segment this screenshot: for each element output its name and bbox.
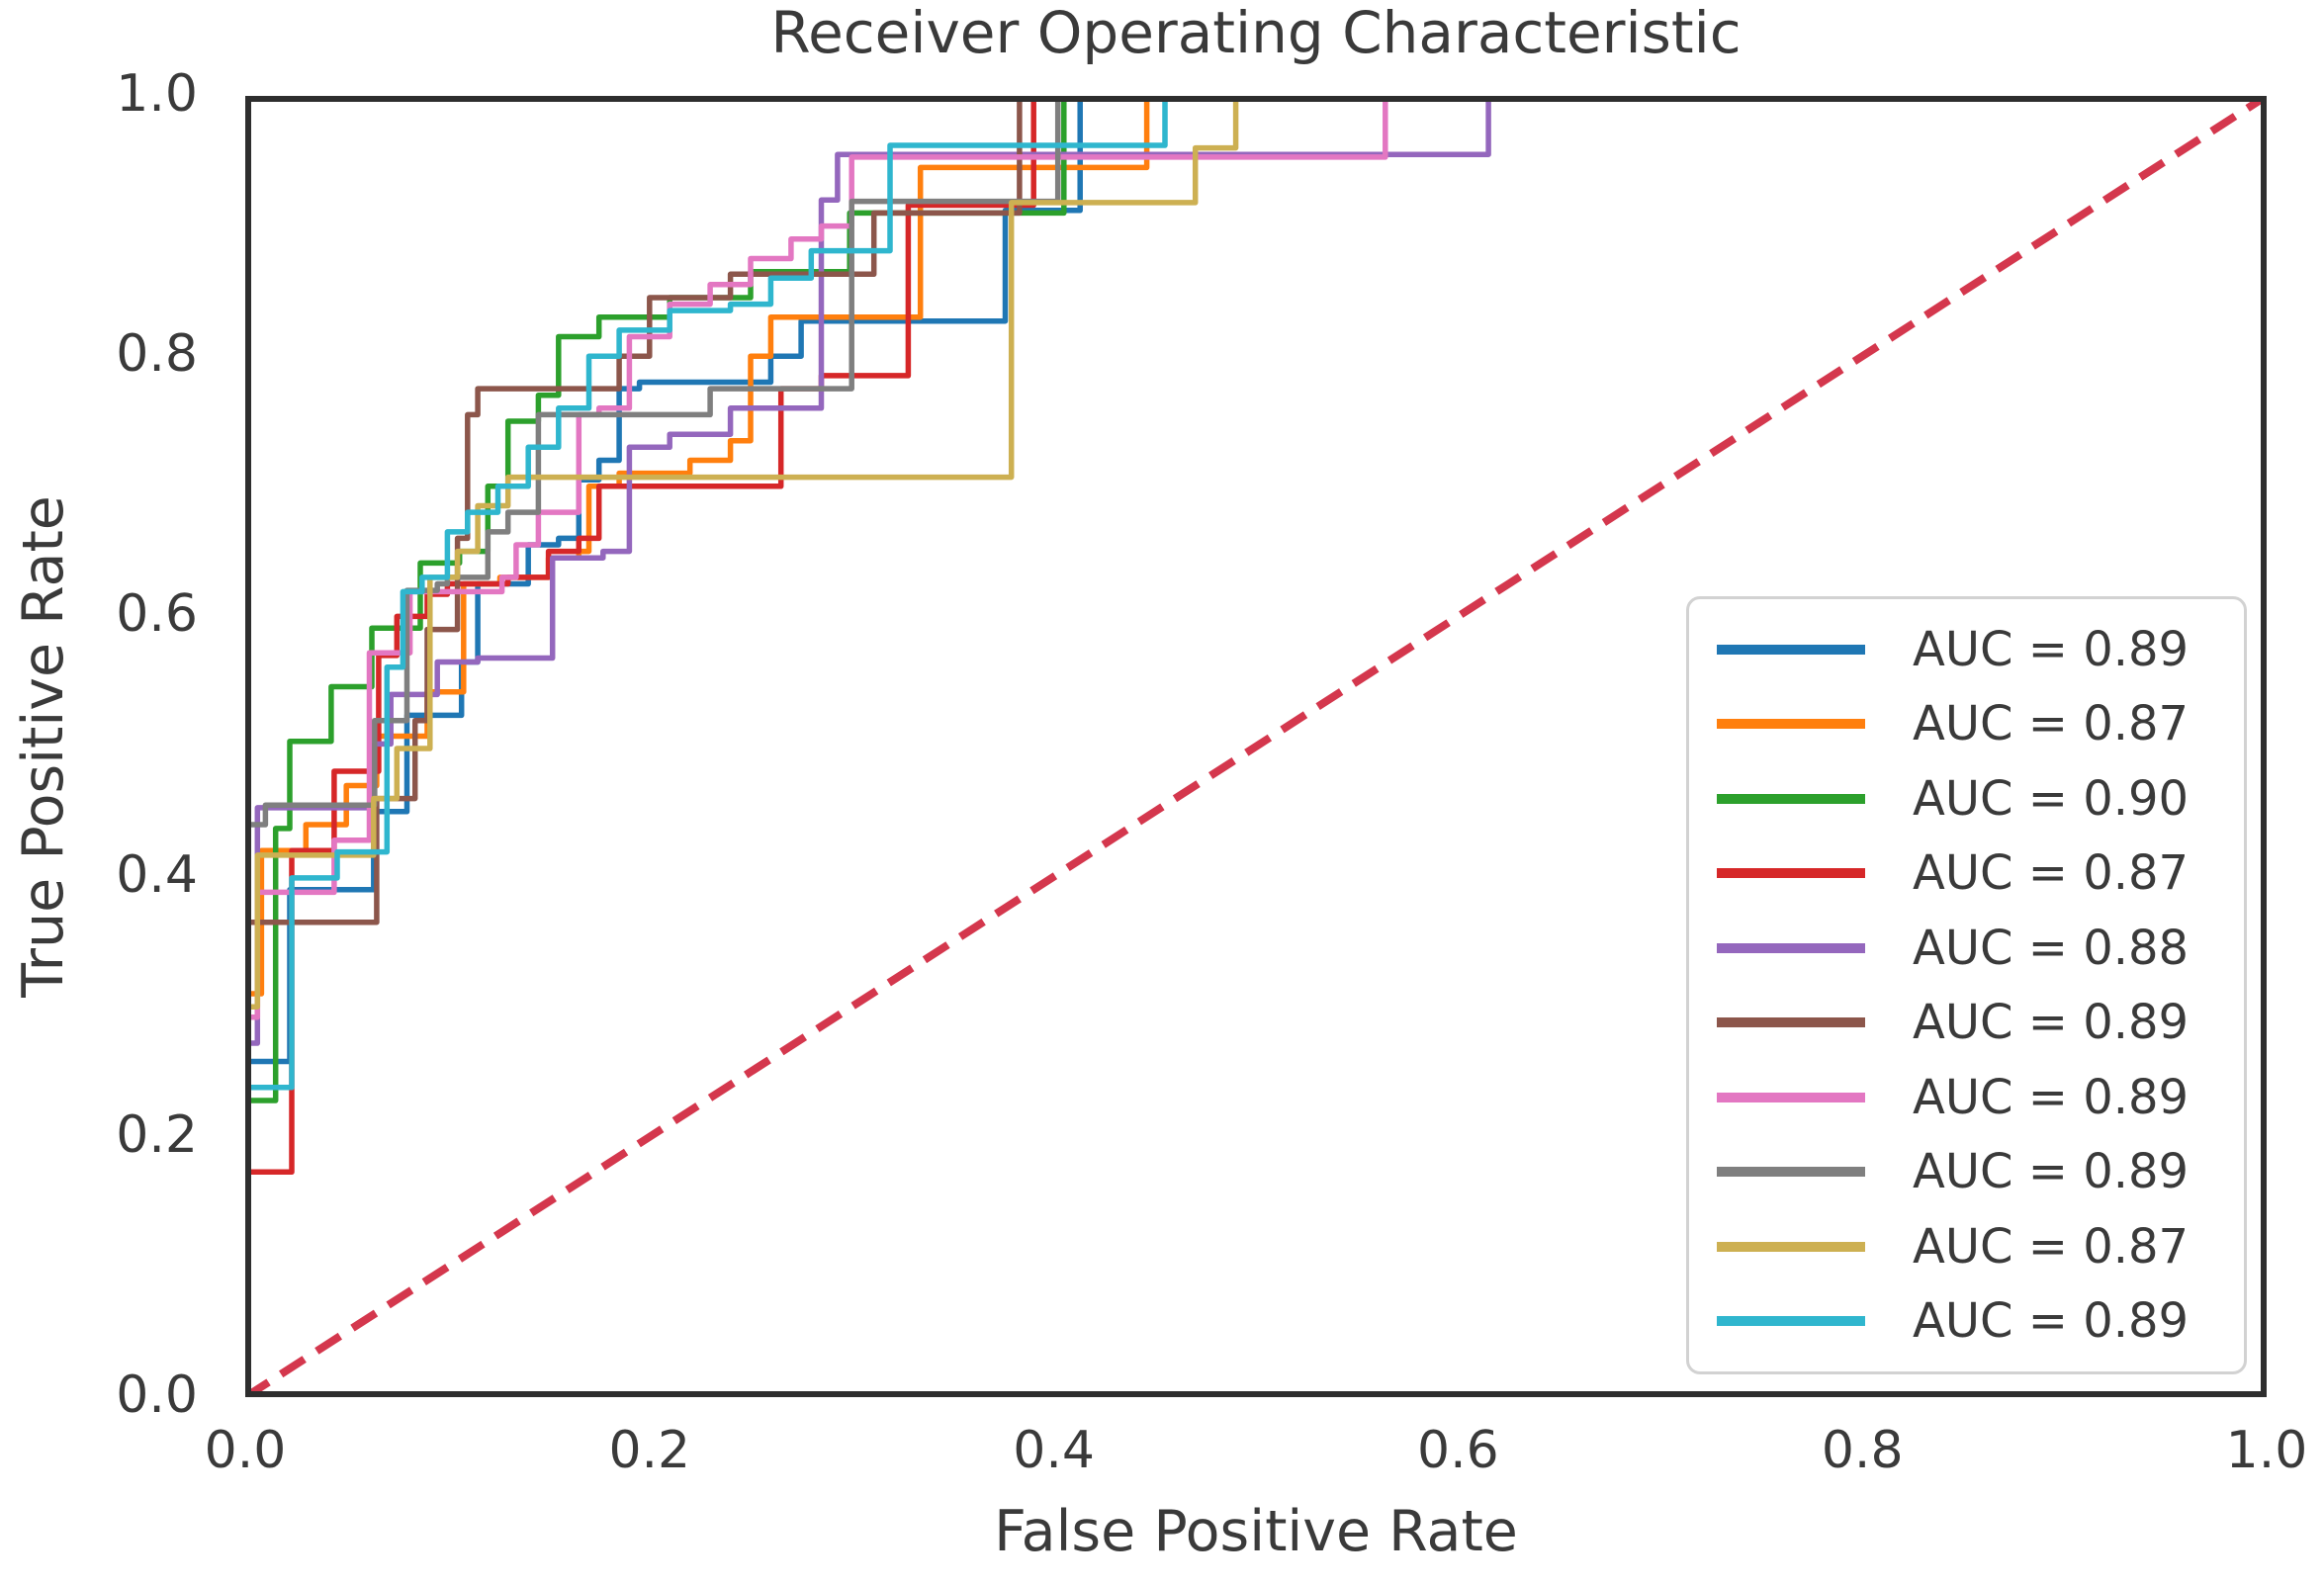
roc-curve-fold-10 bbox=[245, 96, 2267, 1397]
legend-label-fold-6: AUC = 0.89 bbox=[1913, 995, 2190, 1051]
x-tick-label-0.4: 0.4 bbox=[1013, 1421, 1095, 1480]
y-tick-label-0.4: 0.4 bbox=[116, 844, 198, 905]
chance-diagonal-line bbox=[245, 96, 2267, 1397]
legend-label-fold-1: AUC = 0.89 bbox=[1913, 621, 2190, 677]
legend-line-swatch-fold-2 bbox=[1717, 719, 1865, 730]
legend-label-fold-5: AUC = 0.88 bbox=[1913, 920, 2190, 976]
legend-label-fold-4: AUC = 0.87 bbox=[1913, 845, 2190, 902]
x-tick-label-1.0: 1.0 bbox=[2225, 1421, 2308, 1480]
x-tick-label-0.0: 0.0 bbox=[204, 1421, 287, 1480]
legend-line-swatch-fold-7 bbox=[1717, 1092, 1865, 1102]
axes-spines bbox=[245, 96, 2267, 1397]
legend-label-fold-7: AUC = 0.89 bbox=[1913, 1069, 2190, 1125]
legend-box: AUC = 0.89 AUC = 0.87 AUC = 0.90 AUC = 0.87… bbox=[1686, 596, 2247, 1374]
x-axis-label: False Positive Rate bbox=[994, 1499, 1518, 1564]
legend-item-fold-6: AUC = 0.89 bbox=[1717, 988, 2244, 1057]
legend-line-swatch-fold-10 bbox=[1717, 1316, 1865, 1327]
plot-area bbox=[245, 96, 2267, 1397]
legend-label-fold-2: AUC = 0.87 bbox=[1913, 696, 2190, 752]
x-tick-label-0.2: 0.2 bbox=[608, 1421, 691, 1480]
legend-line-swatch-fold-9 bbox=[1717, 1241, 1865, 1252]
x-tick-label-0.8: 0.8 bbox=[1821, 1421, 1904, 1480]
legend-line-swatch-fold-5 bbox=[1717, 942, 1865, 953]
chart-title: Receiver Operating Characteristic bbox=[770, 0, 1742, 66]
legend-label-fold-9: AUC = 0.87 bbox=[1913, 1218, 2190, 1275]
x-tick-label-0.6: 0.6 bbox=[1417, 1421, 1499, 1480]
legend-item-fold-3: AUC = 0.90 bbox=[1717, 764, 2244, 834]
legend-item-fold-9: AUC = 0.87 bbox=[1717, 1212, 2244, 1281]
legend-item-fold-2: AUC = 0.87 bbox=[1717, 689, 2244, 758]
legend-item-fold-7: AUC = 0.89 bbox=[1717, 1063, 2244, 1132]
y-axis-label: True Positive Rate bbox=[11, 495, 76, 998]
legend-line-swatch-fold-4 bbox=[1717, 868, 1865, 879]
legend-item-fold-10: AUC = 0.89 bbox=[1717, 1286, 2244, 1356]
legend-item-fold-1: AUC = 0.89 bbox=[1717, 615, 2244, 684]
roc-curve-fold-6 bbox=[245, 96, 2267, 1397]
legend-label-fold-3: AUC = 0.90 bbox=[1913, 770, 2190, 827]
y-tick-label-1.0: 1.0 bbox=[116, 64, 198, 124]
legend-label-fold-8: AUC = 0.89 bbox=[1913, 1144, 2190, 1200]
legend-line-swatch-fold-8 bbox=[1717, 1167, 1865, 1178]
y-tick-label-0.2: 0.2 bbox=[116, 1104, 198, 1165]
legend-item-fold-5: AUC = 0.88 bbox=[1717, 914, 2244, 983]
legend-line-swatch-fold-6 bbox=[1717, 1017, 1865, 1028]
y-tick-label-0.6: 0.6 bbox=[116, 584, 198, 645]
legend-item-fold-4: AUC = 0.87 bbox=[1717, 838, 2244, 908]
y-tick-label-0.8: 0.8 bbox=[116, 324, 198, 385]
y-tick-label-0.0: 0.0 bbox=[116, 1366, 198, 1425]
legend-label-fold-10: AUC = 0.89 bbox=[1913, 1293, 2190, 1350]
legend-line-swatch-fold-3 bbox=[1717, 793, 1865, 804]
legend-item-fold-8: AUC = 0.89 bbox=[1717, 1137, 2244, 1206]
legend-line-swatch-fold-1 bbox=[1717, 644, 1865, 655]
